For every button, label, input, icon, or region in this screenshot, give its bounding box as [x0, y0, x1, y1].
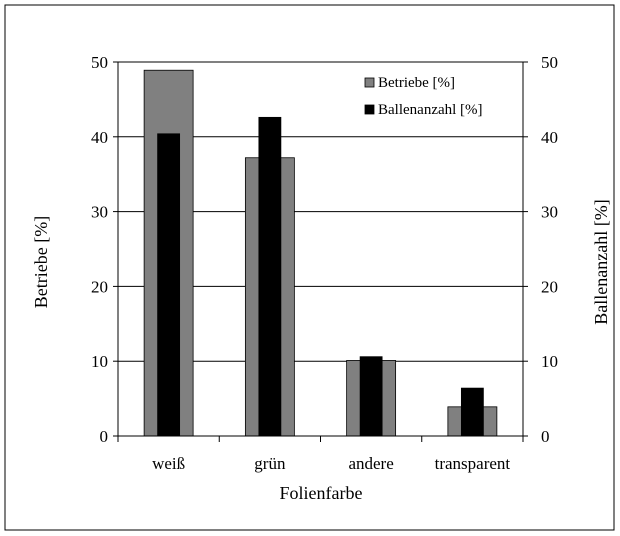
legend-swatch-ballenanzahl	[364, 104, 375, 115]
y-tick-label-right-40: 40	[541, 128, 558, 147]
x-tick-label-1: grün	[254, 454, 286, 473]
y-tick-label-right-0: 0	[541, 427, 550, 446]
y-tick-label-left-40: 40	[91, 128, 108, 147]
x-tick-label-0: weiß	[152, 454, 185, 473]
x-tick-label-3: transparent	[435, 454, 511, 473]
y-tick-label-left-30: 30	[91, 203, 108, 222]
y-tick-label-left-0: 0	[100, 427, 109, 446]
bar-ballenanzahl-3	[460, 387, 484, 437]
y-tick-label-right-10: 10	[541, 352, 558, 371]
bar-ballenanzahl-1	[258, 116, 282, 437]
bars	[143, 69, 498, 437]
y-tick-label-right-20: 20	[541, 277, 558, 296]
y-tick-label-left-50: 50	[91, 53, 108, 72]
y-tick-label-right-50: 50	[541, 53, 558, 72]
x-tick-label-2: andere	[348, 454, 393, 473]
chart-border	[4, 4, 615, 531]
legend-label-ballenanzahl: Ballenanzahl [%]	[378, 102, 483, 118]
y-axis-title-right: Ballenanzahl [%]	[591, 199, 611, 324]
legend-swatch-betriebe	[364, 77, 375, 88]
axes	[113, 61, 528, 442]
y-tick-label-right-30: 30	[541, 203, 558, 222]
bar-ballenanzahl-2	[359, 356, 383, 437]
y-tick-label-left-10: 10	[91, 352, 108, 371]
y-tick-label-left-20: 20	[91, 277, 108, 296]
y-axis-title-left: Betriebe [%]	[31, 216, 51, 308]
bar-ballenanzahl-0	[157, 133, 181, 437]
legend: Betriebe [%] Ballenanzahl [%]	[364, 75, 483, 118]
legend-label-betriebe: Betriebe [%]	[378, 75, 455, 91]
tick-labels: 0 0 10 10 20 20 30 30 40 40 50 50 weiß grün andere tran…	[91, 53, 558, 473]
x-axis-title: Folienfarbe	[280, 483, 363, 503]
